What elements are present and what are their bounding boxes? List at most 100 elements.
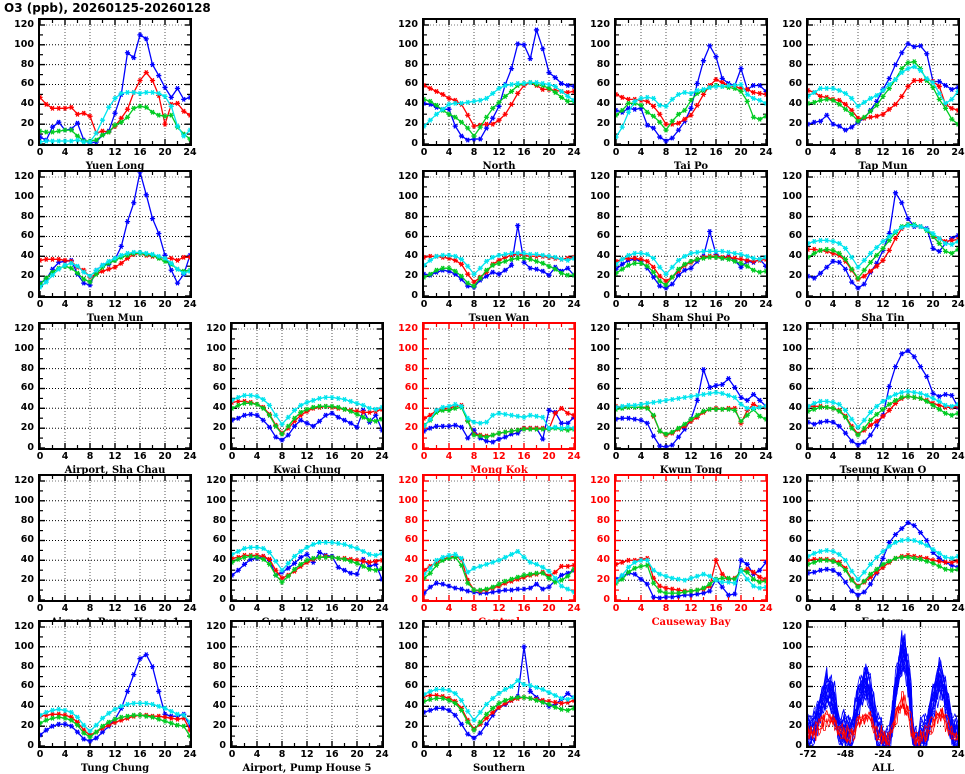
plot-frame: [38, 620, 192, 748]
y-tick-label: 60: [788, 680, 802, 692]
plot-frame: [422, 18, 576, 146]
y-tick-label: 0: [603, 594, 610, 605]
x-tick-label: 12: [876, 451, 890, 462]
y-tick-label: 80: [788, 58, 802, 70]
x-tick-label: 16: [133, 299, 147, 310]
y-tick-label: 60: [788, 78, 802, 90]
y-tick-label: 40: [404, 98, 418, 110]
y-tick-label: 40: [596, 554, 610, 566]
series-markers-cyan: [424, 548, 574, 595]
series-markers-cyan: [808, 64, 958, 109]
series-markers-cyan: [40, 249, 190, 290]
panel-central-western[interactable]: 02040608010012004812162024Central/Wester…: [0, 0, 965, 755]
series-markers-cyan: [616, 248, 766, 277]
x-tick-label: 12: [876, 147, 890, 158]
y-tick-label: 20: [596, 574, 610, 586]
y-tick-label: 40: [788, 98, 802, 110]
series-markers-green: [808, 393, 958, 438]
series-markers-cyan: [232, 392, 382, 427]
y-tick-label: 60: [596, 78, 610, 90]
y-tick-label: 120: [14, 18, 34, 30]
y-tick-label: 20: [212, 422, 226, 434]
y-tick-label: 20: [788, 118, 802, 130]
x-tick-label: 0: [804, 451, 812, 462]
y-tick-label: 40: [788, 402, 802, 414]
y-tick-label: 60: [404, 680, 418, 692]
plot-frame: [38, 170, 192, 298]
x-tick-label: 20: [158, 147, 172, 158]
series-markers-cyan: [424, 79, 574, 129]
y-tick-label: 60: [404, 382, 418, 394]
series-markers-blue: [808, 348, 958, 448]
x-tick-label: 24: [567, 147, 581, 158]
y-tick-label: 60: [404, 78, 418, 90]
x-tick-label: 0: [36, 451, 44, 462]
x-tick-label: 8: [86, 451, 94, 462]
plot-frame: [806, 620, 960, 748]
y-tick-label: 80: [404, 660, 418, 672]
x-tick-label: 4: [829, 603, 837, 614]
plot-canvas: [424, 172, 574, 296]
x-tick-label: 20: [734, 603, 748, 614]
x-tick-label: 20: [734, 147, 748, 158]
y-tick-label: 100: [590, 190, 610, 202]
panel-tap-mun[interactable]: 0 20 40 60 80 100 120 0 4 8 12 16 20 24 Tap Mun: [0, 0, 965, 755]
y-tick-label: 20: [404, 574, 418, 586]
plot-frame: [806, 474, 960, 602]
y-tick-label: 80: [788, 660, 802, 672]
y-tick-label: 20: [404, 720, 418, 732]
x-tick-label: 8: [854, 451, 862, 462]
panel-eastern[interactable]: 02040608010012004812162024Eastern: [0, 0, 965, 755]
y-tick-label: 120: [782, 474, 802, 486]
y-tick-label: 40: [788, 250, 802, 262]
x-tick-label: 4: [61, 603, 69, 614]
x-tick-label: 4: [637, 603, 645, 614]
plot-canvas: [40, 172, 190, 296]
x-tick-label: 12: [108, 299, 122, 310]
page-title: O3 (ppb), 20260125-20260128: [4, 1, 211, 15]
y-tick-label: 20: [596, 270, 610, 282]
y-tick-label: 60: [596, 382, 610, 394]
y-tick-label: 0: [27, 290, 34, 301]
y-tick-label: 80: [596, 210, 610, 222]
y-tick-label: 40: [596, 402, 610, 414]
y-tick-label: 120: [782, 18, 802, 30]
series-markers-cyan: [616, 389, 766, 411]
panel-tseung-kwan-o[interactable]: 0 20 40 60 80 100 120 0 4 8 12 16 20 24 Tseung Kwan O: [0, 0, 965, 755]
x-tick-label: 20: [350, 603, 364, 614]
x-tick-label: 8: [470, 299, 478, 310]
y-tick-label: 0: [27, 740, 34, 751]
series-markers-green: [424, 255, 574, 289]
x-tick-label: 16: [901, 451, 915, 462]
x-tick-label: 4: [829, 299, 837, 310]
y-tick-label: 20: [20, 118, 34, 130]
y-tick-label: 0: [603, 442, 610, 453]
x-tick-label: 16: [517, 147, 531, 158]
y-tick-label: 40: [212, 700, 226, 712]
y-tick-label: 60: [20, 534, 34, 546]
x-tick-label: 24: [567, 299, 581, 310]
y-tick-label: 0: [411, 138, 418, 149]
y-tick-label: 20: [404, 422, 418, 434]
x-tick-label: 4: [637, 299, 645, 310]
y-tick-label: 0: [603, 290, 610, 301]
x-tick-label: 20: [158, 451, 172, 462]
x-tick-label: 24: [375, 451, 389, 462]
series-markers-green: [616, 254, 766, 288]
x-tick-label: 12: [876, 603, 890, 614]
y-tick-label: 0: [411, 290, 418, 301]
y-tick-label: 120: [590, 474, 610, 486]
y-tick-label: 60: [404, 230, 418, 242]
plot-frame: [806, 18, 960, 146]
y-tick-label: 0: [603, 138, 610, 149]
x-tick-label: 0: [36, 147, 44, 158]
plot-canvas: [424, 324, 574, 448]
x-tick-label: 0: [612, 299, 620, 310]
y-tick-label: 20: [788, 270, 802, 282]
x-tick-label: 16: [133, 451, 147, 462]
plot-canvas: [808, 172, 958, 296]
x-tick-label: 24: [183, 299, 197, 310]
